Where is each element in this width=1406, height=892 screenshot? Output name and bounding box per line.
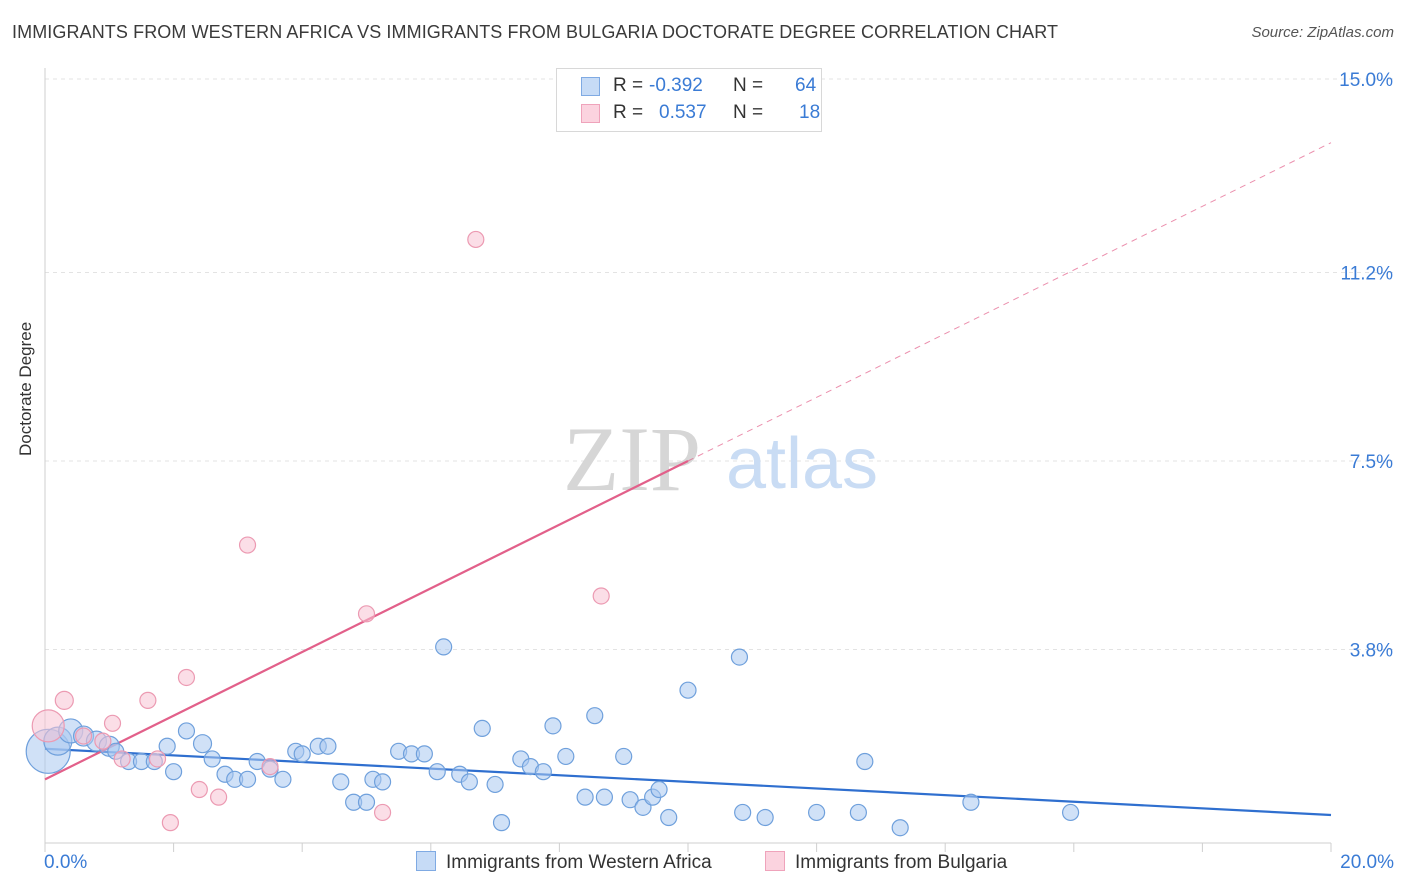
point-western-africa: [534, 763, 552, 781]
point-western-africa: [428, 763, 446, 781]
point-bulgaria: [113, 750, 131, 768]
point-western-africa: [177, 722, 196, 740]
point-bulgaria: [103, 714, 122, 732]
point-bulgaria: [467, 230, 485, 249]
x-tick-min: 0.0%: [44, 852, 88, 873]
chart-title: IMMIGRANTS FROM WESTERN AFRICA VS IMMIGR…: [12, 22, 1059, 42]
point-western-africa: [650, 780, 668, 799]
point-bulgaria: [161, 814, 179, 832]
legend-n-label: N =: [733, 75, 764, 96]
point-bulgaria: [139, 691, 157, 709]
point-western-africa: [192, 734, 213, 754]
legend-n-value: 64: [795, 75, 817, 96]
point-western-africa: [486, 775, 504, 794]
point-bulgaria: [148, 750, 167, 768]
point-western-africa: [962, 793, 980, 811]
point-western-africa: [849, 803, 867, 822]
y-tick-label: 3.8%: [1350, 640, 1393, 661]
legend-swatch-pink: [765, 851, 785, 871]
source-label: Source: ZipAtlas.com: [1251, 24, 1394, 41]
point-bulgaria: [94, 732, 112, 750]
point-western-africa: [856, 752, 874, 771]
point-western-africa: [1061, 803, 1080, 822]
x-tick-max: 20.0%: [1340, 852, 1394, 873]
point-western-africa: [492, 814, 511, 832]
point-western-africa: [615, 747, 633, 766]
point-bulgaria: [54, 690, 74, 710]
point-western-africa: [586, 707, 604, 725]
point-western-africa: [332, 773, 350, 791]
point-western-africa: [891, 819, 909, 837]
point-western-africa: [373, 773, 392, 791]
point-western-africa: [679, 681, 697, 699]
point-western-africa: [274, 770, 292, 788]
legend-r-label: R =: [613, 102, 644, 123]
point-western-africa: [293, 745, 311, 763]
point-western-africa: [238, 770, 257, 788]
bottom-legend-western-africa: Immigrants from Western Africa: [416, 851, 712, 874]
y-tick-label: 11.2%: [1341, 264, 1394, 285]
point-bulgaria: [210, 788, 228, 806]
point-western-africa: [319, 737, 337, 755]
y-tick-label: 15.0%: [1339, 70, 1393, 91]
point-western-africa: [557, 747, 575, 766]
point-bulgaria: [177, 668, 196, 687]
point-western-africa: [473, 719, 491, 738]
point-western-africa: [660, 808, 678, 827]
point-western-africa: [734, 803, 752, 822]
legend-swatch-blue: [416, 851, 436, 871]
legend-label: Immigrants from Bulgaria: [795, 852, 1008, 873]
point-bulgaria: [261, 757, 279, 776]
point-bulgaria: [190, 780, 208, 799]
point-western-africa: [158, 737, 176, 755]
point-western-africa: [203, 750, 221, 768]
watermark-zip: ZIP: [563, 408, 701, 510]
y-tick-label: 7.5%: [1350, 452, 1393, 473]
watermark-atlas: atlas: [726, 424, 878, 504]
point-bulgaria: [357, 605, 376, 623]
legend-n-value: 18: [799, 102, 821, 123]
point-western-africa: [756, 808, 774, 827]
point-western-africa: [357, 793, 376, 811]
trend-line-bulgaria-extension: [687, 142, 1332, 462]
legend-label: Immigrants from Western Africa: [446, 852, 712, 873]
point-bulgaria: [238, 536, 257, 554]
point-western-africa: [165, 763, 183, 781]
legend-swatch-pink: [581, 104, 600, 123]
point-western-africa: [460, 773, 478, 791]
point-western-africa: [730, 648, 749, 666]
legend-swatch-blue: [581, 77, 600, 96]
legend-r-value: -0.392: [649, 75, 703, 96]
data-points: [25, 230, 1080, 837]
point-western-africa: [621, 791, 639, 809]
y-tick-labels: 3.8% 7.5% 11.2% 15.0%: [1339, 70, 1393, 661]
point-bulgaria: [31, 709, 65, 743]
legend-r-label: R =: [613, 75, 644, 96]
point-bulgaria: [74, 727, 93, 745]
legend-n-label: N =: [733, 102, 764, 123]
point-western-africa: [595, 788, 614, 806]
legend-r-value: 0.537: [659, 102, 707, 123]
bottom-legend-bulgaria: Immigrants from Bulgaria: [765, 851, 1007, 874]
gridlines: [45, 78, 1395, 650]
point-western-africa: [576, 788, 594, 806]
point-bulgaria: [373, 803, 392, 822]
point-bulgaria: [592, 587, 610, 605]
point-western-africa: [807, 803, 826, 822]
point-western-africa: [415, 745, 433, 763]
point-western-africa: [435, 638, 453, 656]
correlation-legend: R = -0.392 N = 64 R = 0.537 N = 18: [556, 68, 822, 132]
point-western-africa: [544, 717, 562, 735]
